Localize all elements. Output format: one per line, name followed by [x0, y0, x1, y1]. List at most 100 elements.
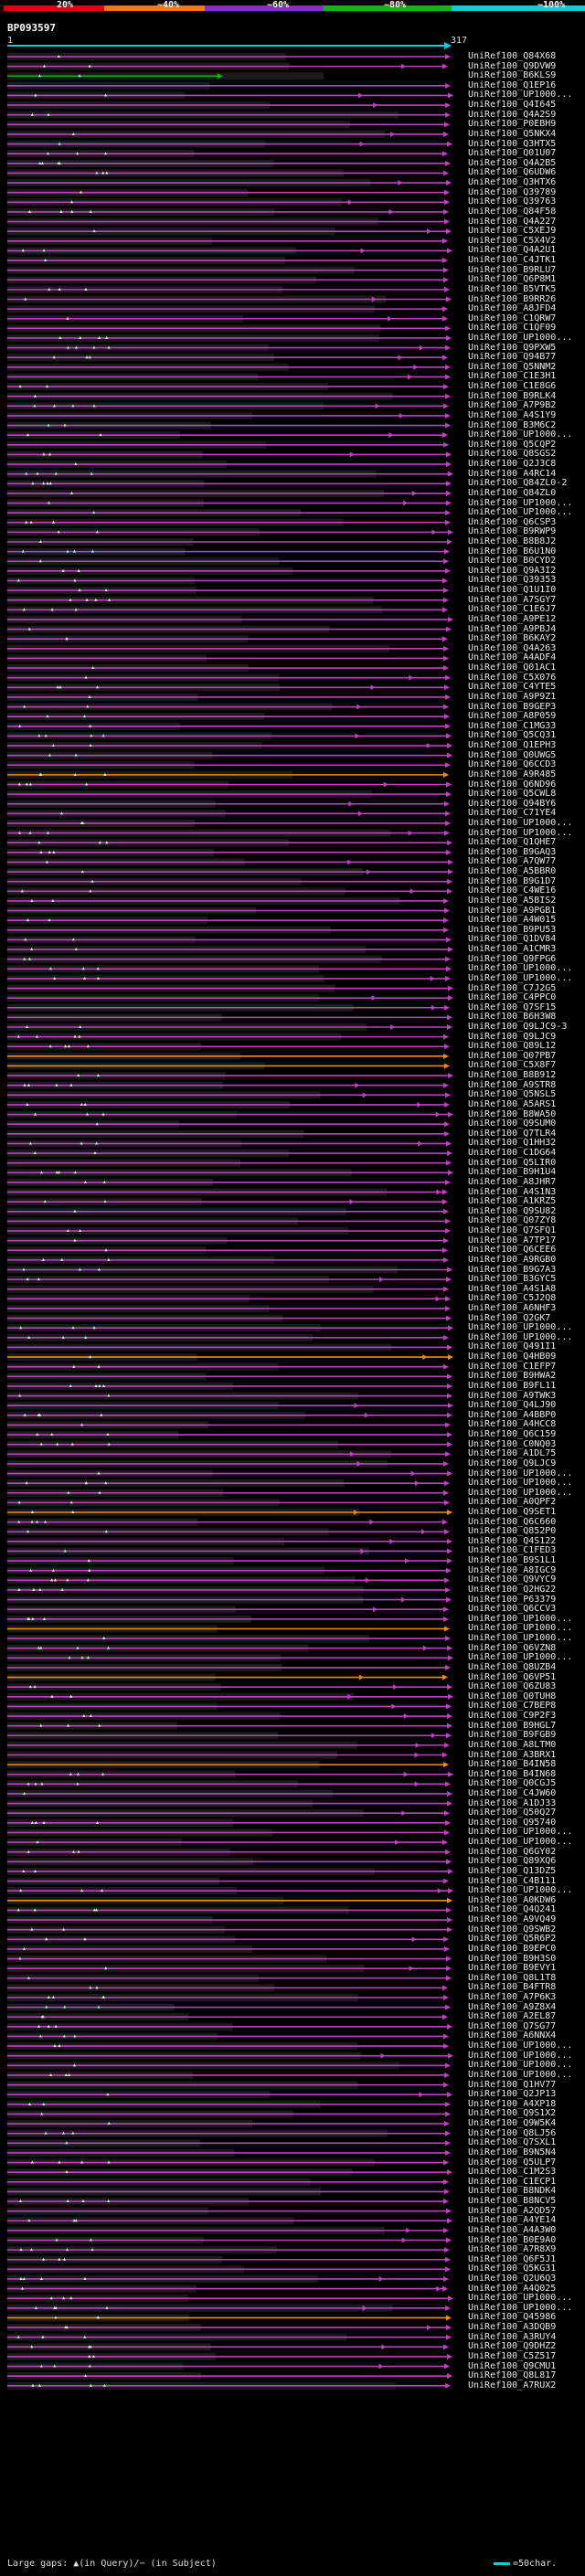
hit-arrow — [444, 2072, 450, 2078]
gap-marker — [92, 229, 96, 233]
gap-marker — [26, 433, 29, 437]
gap-marker — [36, 472, 39, 475]
gap-marker — [104, 152, 108, 155]
gap-marker — [73, 1209, 77, 1213]
hit-label: UniRef100_Q9SUM0 — [468, 1118, 557, 1129]
gap-marker — [38, 74, 42, 78]
gap-marker — [75, 345, 79, 349]
hit-label: UniRef100_Q5NKX4 — [468, 128, 557, 139]
gap-marker — [85, 1112, 89, 1116]
hit-arrow — [444, 199, 450, 206]
hit-label: UniRef100_Q07PB7 — [468, 1050, 557, 1061]
gap-marker — [28, 831, 32, 834]
hit-label: UniRef100_B9HWA2 — [468, 1371, 557, 1382]
hit-arrow — [359, 141, 365, 147]
hit-arrow — [443, 771, 449, 778]
hit-arrow — [437, 1888, 442, 1894]
gap-marker — [86, 1044, 90, 1048]
gap-marker — [53, 404, 57, 408]
hit-arrow — [445, 2111, 451, 2117]
hit-label: UniRef100_P63379 — [468, 1594, 557, 1605]
hit-label: UniRef100_A9RGB0 — [468, 1254, 557, 1265]
gap-marker — [101, 1889, 104, 1892]
hit-arrow — [445, 422, 451, 429]
gap-marker — [89, 744, 92, 747]
hit-arrow — [445, 102, 451, 109]
gap-marker — [94, 1383, 98, 1387]
hit-label: UniRef100_Q1U1I0 — [468, 585, 557, 596]
hit-label: UniRef100_C1E8G6 — [468, 381, 557, 392]
gap-marker — [80, 2160, 84, 2164]
gap-marker — [92, 1908, 96, 1912]
gap-marker — [57, 55, 60, 58]
gap-marker — [58, 142, 61, 145]
gap-marker — [84, 2374, 88, 2378]
hit-label: UniRef100_Q9S1X2 — [468, 2108, 557, 2119]
gap-marker — [31, 2383, 35, 2387]
hit-label: UniRef100_A4YE14 — [468, 2215, 557, 2226]
hit-arrow — [446, 451, 452, 458]
hit-arrow — [355, 733, 360, 739]
hit-label: UniRef100_A7R8X9 — [468, 2244, 557, 2255]
query-id: BP093597 — [7, 22, 56, 34]
hit-arrow — [445, 2130, 451, 2136]
gap-marker — [69, 2296, 73, 2300]
hit-label: UniRef100_Q8L1T8 — [468, 1972, 557, 1983]
gap-marker — [36, 1840, 39, 1844]
gap-marker — [29, 1568, 33, 1572]
hit-label: UniRef100_C4YTE5 — [468, 682, 557, 693]
hit-label: UniRef100_Q9VYC9 — [468, 1574, 557, 1585]
gap-marker — [70, 491, 74, 494]
gap-marker — [58, 1171, 61, 1174]
gap-marker — [20, 889, 24, 893]
gap-marker — [34, 1782, 37, 1786]
hit-arrow — [448, 616, 453, 622]
hit-label: UniRef100_Q2J3C8 — [468, 459, 557, 470]
hit-label: UniRef100_A3BRX1 — [468, 1749, 557, 1760]
hit-arrow — [443, 1995, 449, 2000]
gap-marker — [63, 423, 67, 427]
hit-label: UniRef100_A7P6K3 — [468, 1992, 557, 2002]
gap-marker — [95, 171, 99, 175]
hit-label: UniRef100_Q6UDW6 — [468, 167, 557, 178]
gap-marker — [73, 578, 77, 582]
hit-label: UniRef100_C1ECP1 — [468, 2176, 557, 2187]
hit-label: UniRef100_C1E6J7 — [468, 604, 557, 615]
hit-arrow — [447, 1538, 452, 1544]
gap-marker — [106, 1433, 110, 1436]
gap-marker — [50, 1694, 54, 1698]
hit-label: UniRef100_A4RC14 — [468, 468, 557, 479]
hit-arrow — [446, 481, 452, 487]
gap-marker — [67, 1490, 70, 1494]
hit-label: UniRef100_C4B111 — [468, 1875, 557, 1886]
hit-arrow — [447, 1014, 452, 1021]
hit-label: UniRef100_Q1QHE7 — [468, 837, 557, 848]
gap-marker — [74, 462, 78, 466]
hit-arrow — [442, 578, 448, 584]
gap-marker — [16, 2335, 20, 2338]
hit-label: UniRef100_Q5R6P2 — [468, 1934, 557, 1945]
hit-arrow — [436, 1189, 441, 1195]
hit-label: UniRef100_Q5NSL5 — [468, 1089, 557, 1100]
hit-arrow — [362, 2305, 367, 2311]
scale-label-40: ~40% — [157, 0, 180, 10]
gap-marker — [42, 2257, 46, 2261]
gap-marker — [105, 335, 109, 339]
gap-marker — [88, 1568, 91, 1572]
hit-label: UniRef100_A8JFD4 — [468, 303, 557, 314]
hit-arrow — [398, 355, 403, 361]
gap-marker — [58, 2160, 61, 2164]
gap-marker — [55, 2238, 58, 2242]
hit-label: UniRef100_Q39789 — [468, 186, 557, 197]
hit-label: UniRef100_C1QF09 — [468, 323, 557, 334]
hit-arrow — [446, 334, 452, 341]
gap-marker — [58, 287, 61, 291]
hit-arrow — [443, 208, 449, 215]
gap-marker — [86, 705, 90, 708]
hit-label: UniRef100_C1M2S3 — [468, 2167, 557, 2178]
hit-label: UniRef100_C1QRW7 — [468, 313, 557, 323]
gap-marker — [101, 1112, 105, 1116]
gap-marker — [51, 1996, 55, 1998]
hit-arrow — [387, 315, 392, 322]
hit-arrow — [447, 878, 452, 885]
